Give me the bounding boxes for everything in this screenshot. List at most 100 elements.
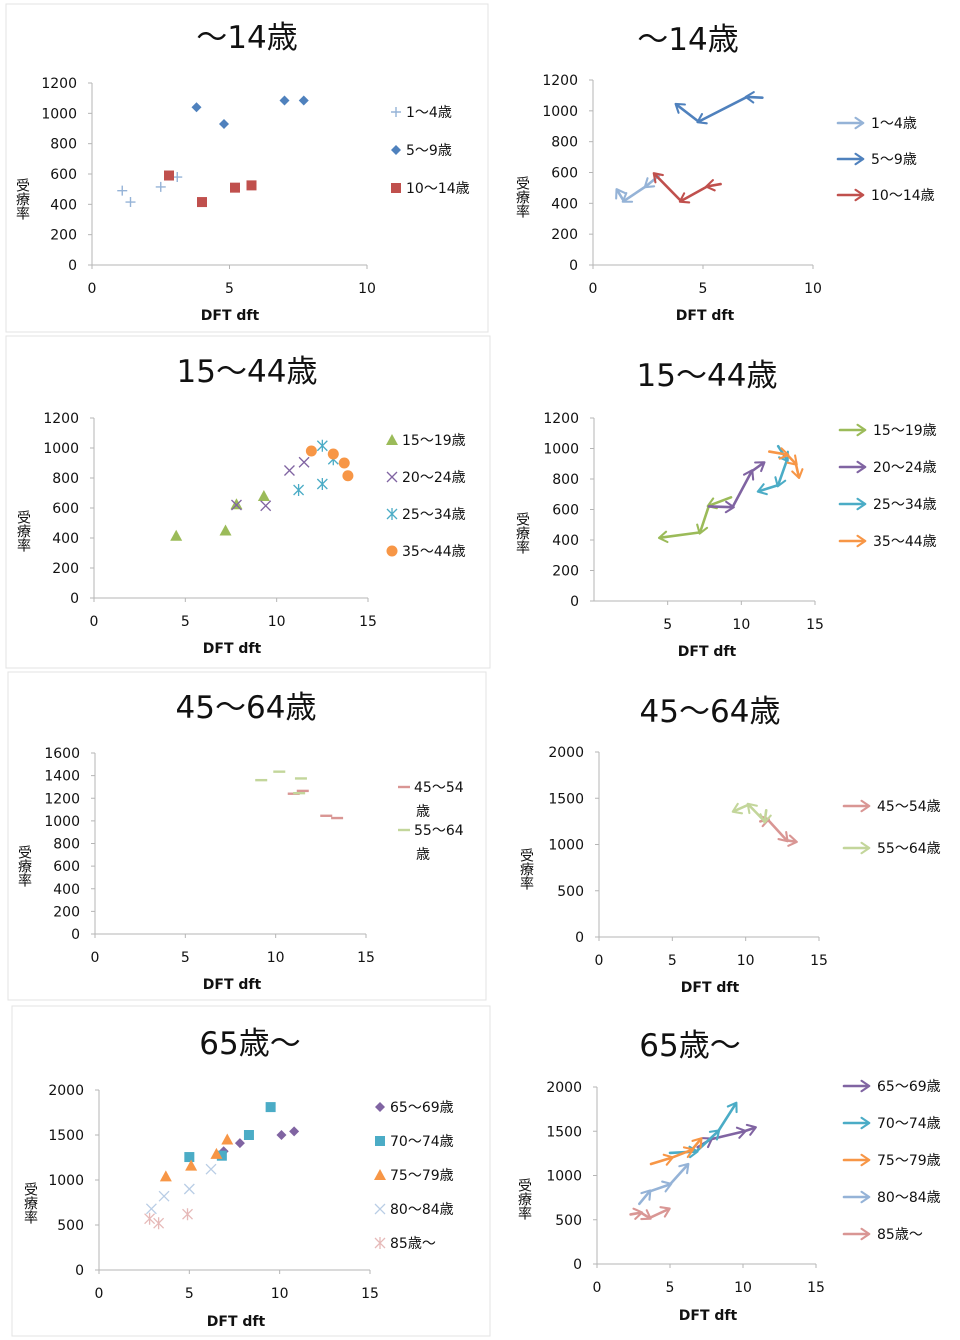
chart-title: ～14歳 (637, 22, 738, 58)
y-tick-label: 600 (552, 503, 579, 519)
trend-arrow (638, 1189, 652, 1206)
data-point (293, 484, 305, 496)
y-axis-label: 受療率 (518, 848, 534, 890)
x-tick-label: 5 (699, 281, 708, 297)
trend-arrow (615, 188, 627, 203)
x-tick-label: 0 (91, 950, 100, 966)
data-point (305, 445, 317, 457)
trend-arrow (746, 802, 767, 823)
legend-label: 45～54歳 (877, 799, 941, 815)
trend-arrow (744, 91, 764, 104)
data-point (289, 1126, 300, 1137)
data-point (216, 1150, 227, 1161)
data-point (125, 197, 136, 208)
y-axis-label: 受療率 (514, 176, 530, 218)
y-tick-label: 800 (50, 137, 77, 153)
data-point (144, 1212, 156, 1225)
legend-marker-icon (386, 434, 398, 445)
chart-title: 15～44歳 (177, 354, 318, 390)
series-1 (759, 815, 798, 847)
y-tick-label: 200 (552, 564, 579, 580)
data-point (243, 1130, 254, 1140)
legend-label: 55～64歳 (877, 841, 941, 857)
panel-frame (5, 3, 489, 333)
data-point (221, 1133, 234, 1145)
legend-marker-icon (374, 1237, 386, 1249)
trend-arrow (731, 469, 755, 509)
legend-item: 1～4歳 (836, 116, 917, 132)
legend-item: 35～44歳 (386, 544, 466, 560)
legend-label: 1～4歳 (871, 116, 917, 132)
legend-label: 85歳～ (877, 1227, 923, 1243)
y-tick-label: 1000 (41, 106, 77, 122)
legend-item: 65～69歳 (842, 1079, 941, 1095)
plot-area: 0 500 1000 1500 2000 0 5 10 15 65～69歳 70～74歳 75～79歳… (546, 1079, 940, 1296)
legend-label: 70～74歳 (390, 1134, 454, 1150)
trend-arrow (731, 802, 750, 815)
legend-label: 65～69歳 (390, 1100, 454, 1116)
trend-arrow (690, 1137, 703, 1152)
legend-item: 25～34歳 (386, 507, 466, 523)
legend-marker-icon (386, 471, 398, 483)
x-tick-label: 10 (271, 1286, 289, 1302)
legend-label: 25～34歳 (873, 497, 937, 513)
data-point (276, 1130, 287, 1140)
data-point (159, 1170, 172, 1182)
x-tick-label: 10 (358, 281, 376, 297)
y-axis-label: 受療率 (514, 512, 530, 554)
y-tick-label: 1500 (546, 1124, 582, 1140)
legend-marker-icon (391, 183, 401, 193)
y-axis-label: 受療率 (516, 1178, 532, 1220)
x-tick-label: 5 (225, 281, 234, 297)
x-tick-label: 5 (663, 617, 672, 633)
y-tick-label: 200 (52, 561, 79, 577)
legend-label: 80～84歳 (877, 1190, 941, 1206)
legend-marker-icon (391, 107, 401, 117)
series-2 (674, 91, 764, 125)
legend-label: 70～74歳 (877, 1116, 941, 1132)
y-tick-label: 400 (52, 531, 79, 547)
y-tick-label: 2000 (548, 745, 584, 761)
legend-item: 10～14歳 (391, 181, 470, 197)
series-2 (191, 95, 309, 129)
panel-frame (11, 1005, 491, 1337)
panel-frame (5, 335, 491, 669)
data-point (257, 490, 270, 501)
trend-arrow (629, 1207, 644, 1220)
y-tick-label: 500 (57, 1218, 84, 1234)
plot-area: 0 500 1000 1500 2000 0 5 10 15 65～69歳 70～74歳 75～79歳… (48, 1083, 453, 1302)
trend-arrow (705, 179, 722, 192)
legend-item: 5～9歳 (391, 143, 452, 159)
series-4 (305, 445, 354, 482)
x-tick-label: 0 (589, 281, 598, 297)
chart-panel-8: 65歳～ DFT dft 受療率 0 500 1000 1500 2000 0 5 10 15 6… (516, 1028, 941, 1324)
legend-item: 5～9歳 (836, 152, 917, 168)
data-point (182, 1208, 193, 1221)
series-3 (649, 1137, 703, 1166)
legend-item: 75～79歳 (374, 1168, 454, 1184)
y-tick-label: 1000 (543, 442, 579, 458)
legend-item: 55～64歳 (842, 841, 941, 857)
y-tick-label: 1000 (48, 1173, 84, 1189)
data-point (117, 185, 128, 196)
y-tick-label: 800 (552, 472, 579, 488)
data-point (191, 102, 202, 113)
legend-label: 35～44歳 (873, 534, 937, 550)
trend-arrow (716, 1101, 738, 1133)
x-axis-label: DFT dft (681, 980, 740, 996)
legend-marker-icon (386, 508, 398, 520)
chart-panel-6: 45～64歳 DFT dft 受療率 0 500 1000 1500 2000 0 5 10 1… (518, 694, 941, 996)
data-point (185, 1159, 198, 1171)
x-tick-label: 15 (806, 617, 824, 633)
y-axis-label: 受療率 (14, 178, 30, 220)
chart-title: 65歳～ (199, 1026, 300, 1062)
legend-marker-icon (386, 545, 398, 557)
y-tick-label: 400 (551, 196, 578, 212)
chart-panel-1: ～14歳 DFT dft 受療率 0 200 400 600 800 1000 1200 0 5… (5, 3, 489, 333)
data-point (246, 180, 257, 191)
trend-arrow (707, 500, 735, 514)
x-tick-label: 5 (185, 1286, 194, 1302)
y-tick-label: 400 (552, 533, 579, 549)
data-point (279, 95, 290, 106)
y-axis-label: 受療率 (15, 510, 31, 552)
